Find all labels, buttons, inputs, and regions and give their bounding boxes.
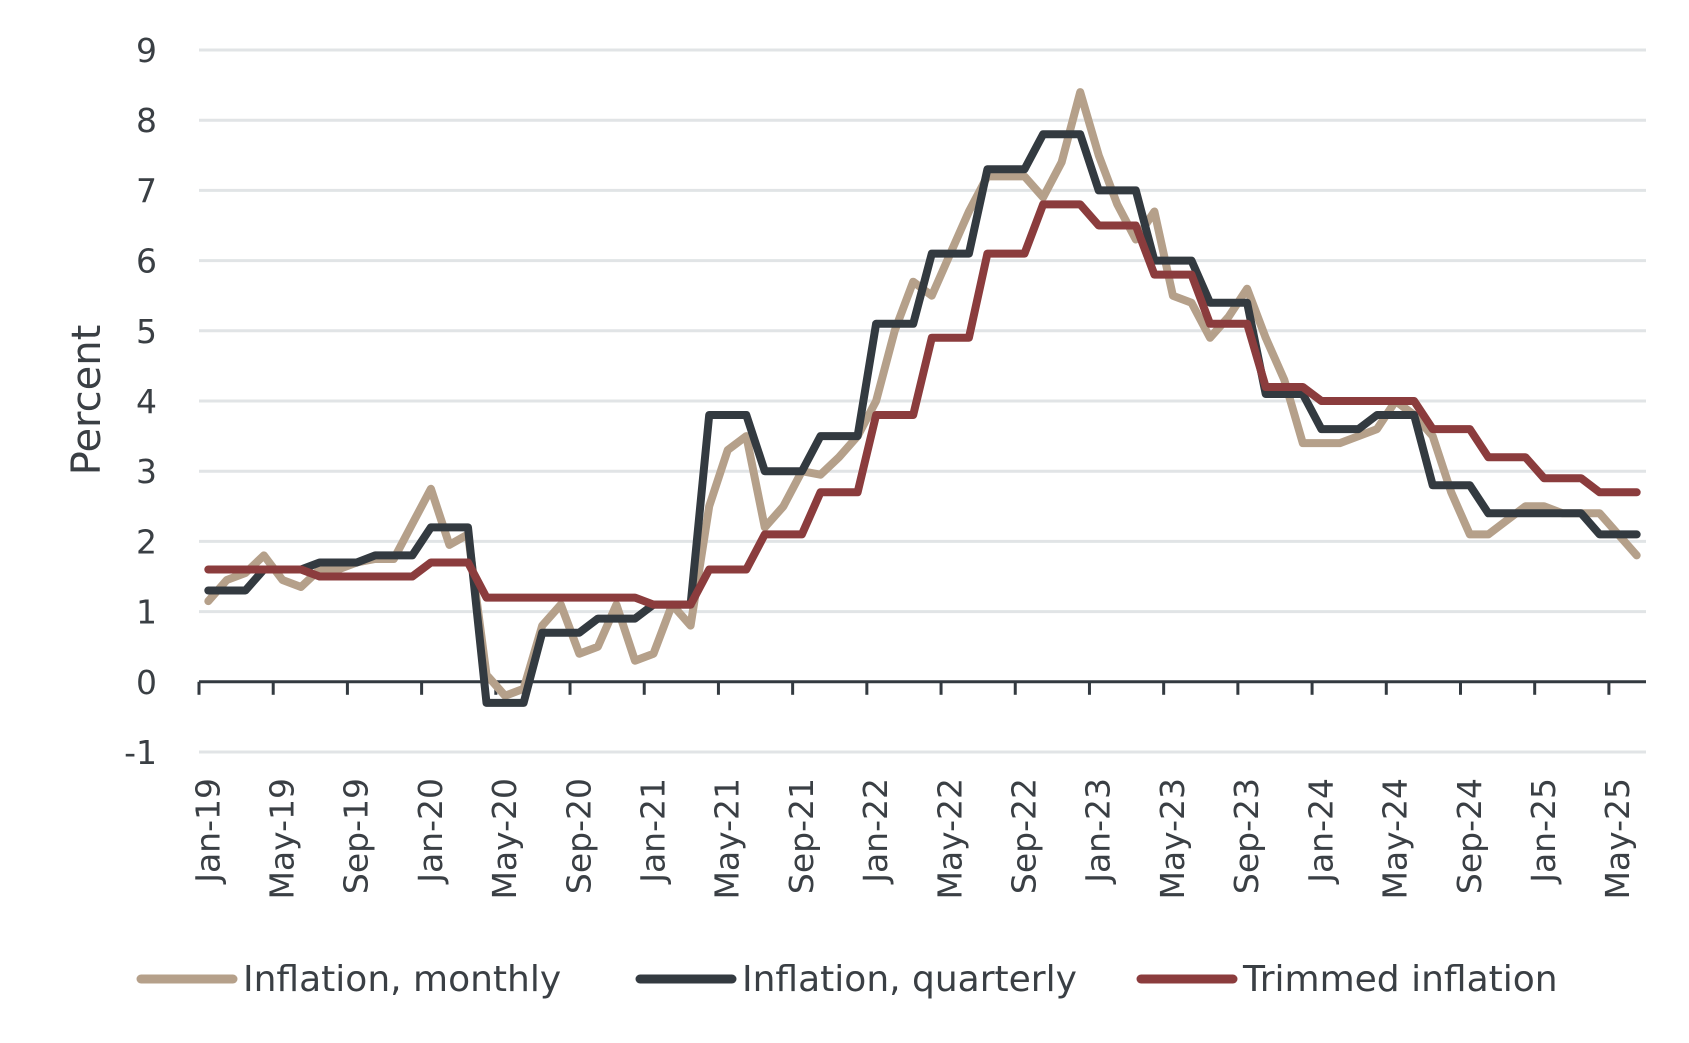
y-tick-label: 9 bbox=[136, 31, 157, 70]
y-tick-label: -1 bbox=[124, 733, 157, 772]
x-tick-label: Jan-22 bbox=[856, 778, 895, 885]
legend-label: Trimmed inflation bbox=[1242, 959, 1558, 1000]
x-tick-label: May-19 bbox=[262, 778, 301, 900]
y-tick-label: 0 bbox=[136, 663, 157, 702]
legend-item: Trimmed inflation bbox=[1136, 959, 1558, 1000]
x-tick-label: Sep-20 bbox=[559, 778, 598, 894]
y-tick-label: 6 bbox=[136, 242, 157, 281]
series-lines bbox=[204, 88, 1641, 707]
y-axis-tick-labels: -1 0 1 2 3 4 5 6 7 8 9 bbox=[124, 31, 157, 772]
legend-item: Inflation, monthly bbox=[136, 959, 561, 1000]
x-tick-label: Sep-24 bbox=[1450, 778, 1489, 894]
y-tick-label: 8 bbox=[136, 101, 157, 140]
x-tick-label: Jan-19 bbox=[188, 778, 227, 885]
x-tick-label: May-20 bbox=[485, 778, 524, 900]
x-tick-label: Jan-23 bbox=[1079, 778, 1118, 885]
x-tick-label: May-21 bbox=[708, 778, 747, 900]
legend-item: Inflation, quarterly bbox=[635, 959, 1077, 1000]
x-tick-label: May-22 bbox=[930, 778, 969, 900]
x-axis: Jan-19 May-19 Sep-19 Jan-20 May-20 Sep-20 Jan-… bbox=[188, 680, 1646, 900]
x-tick-label: Sep-21 bbox=[782, 778, 821, 894]
series-line-inflation-quarterly bbox=[204, 130, 1641, 707]
y-tick-label: 1 bbox=[136, 593, 157, 632]
legend-label: Inflation, monthly bbox=[243, 959, 561, 1000]
x-tick-label: Jan-25 bbox=[1524, 778, 1563, 885]
x-tick-label: Jan-21 bbox=[634, 778, 673, 885]
legend-label: Inflation, quarterly bbox=[742, 959, 1077, 1000]
series-line-trimmed-inflation bbox=[204, 200, 1641, 609]
x-tick-label: Sep-23 bbox=[1227, 778, 1266, 894]
x-tick-label: May-23 bbox=[1153, 778, 1192, 900]
y-tick-label: 3 bbox=[136, 452, 157, 491]
x-tick-label: Jan-20 bbox=[411, 778, 450, 885]
y-axis-label: Percent bbox=[64, 325, 110, 476]
legend: Inflation, monthly Inflation, quarterly Tr… bbox=[136, 959, 1558, 1000]
x-tick-label: May-25 bbox=[1598, 778, 1637, 900]
x-tick-label: May-24 bbox=[1376, 778, 1415, 900]
x-tick-label: Sep-22 bbox=[1005, 778, 1044, 894]
x-tick-label: Sep-19 bbox=[337, 778, 376, 894]
y-tick-label: 7 bbox=[136, 171, 157, 210]
series-line-inflation-monthly bbox=[204, 88, 1641, 700]
x-tick-label: Jan-24 bbox=[1301, 778, 1340, 885]
y-tick-label: 5 bbox=[136, 312, 157, 351]
y-tick-label: 4 bbox=[136, 382, 157, 421]
gridlines bbox=[199, 48, 1646, 754]
y-tick-label: 2 bbox=[136, 522, 157, 561]
